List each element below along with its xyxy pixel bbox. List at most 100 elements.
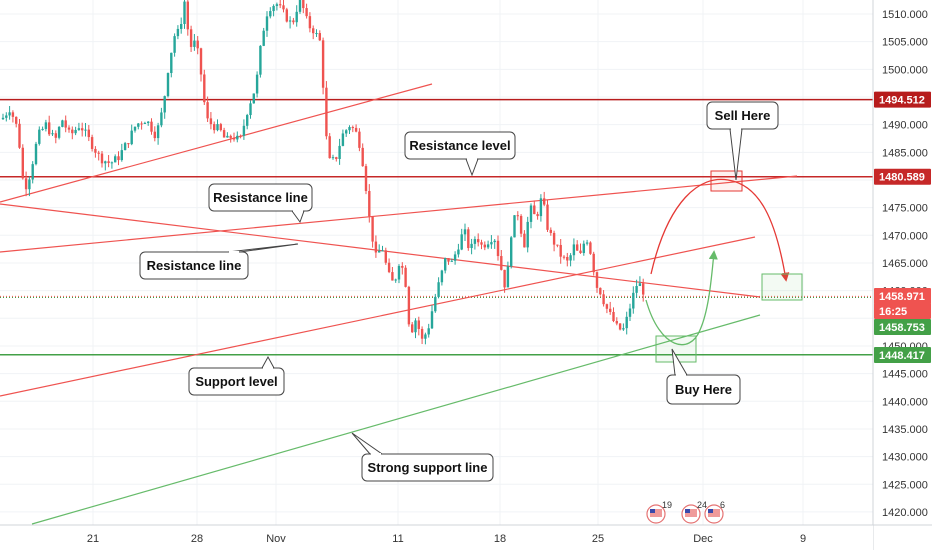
candle-body bbox=[213, 124, 216, 131]
candle-body bbox=[114, 156, 117, 163]
callout-pointer bbox=[465, 158, 479, 177]
candle-body bbox=[153, 131, 156, 139]
candle-body bbox=[556, 244, 559, 246]
candle-body bbox=[41, 128, 44, 130]
candle-body bbox=[490, 242, 493, 245]
candle-body bbox=[348, 127, 351, 131]
candle-body bbox=[387, 262, 391, 273]
candle-body bbox=[470, 243, 473, 249]
candle-body bbox=[500, 256, 503, 270]
candle-body bbox=[536, 214, 539, 217]
y-tick-label: 1485.000 bbox=[882, 147, 928, 159]
candle-body bbox=[232, 137, 236, 140]
event-count: 19 bbox=[662, 500, 672, 510]
sell-projection-arrow bbox=[650, 178, 790, 282]
candle-body bbox=[120, 150, 123, 161]
price-axis-bg bbox=[873, 0, 932, 550]
y-tick-label: 1420.000 bbox=[882, 507, 928, 519]
candle-body bbox=[321, 40, 325, 88]
candle-body bbox=[133, 126, 137, 131]
candle-body bbox=[236, 135, 239, 140]
candle-body bbox=[632, 292, 635, 309]
candle-body bbox=[582, 243, 585, 254]
x-tick-label: 21 bbox=[87, 533, 99, 545]
candle-body bbox=[216, 124, 219, 131]
candle-body bbox=[625, 316, 628, 329]
candle-body bbox=[8, 112, 11, 116]
candle-body bbox=[140, 123, 143, 125]
y-tick-label: 1465.000 bbox=[882, 258, 928, 270]
candle-body bbox=[615, 321, 618, 324]
y-tick-label: 1470.000 bbox=[882, 230, 928, 242]
candle-body bbox=[275, 4, 279, 6]
candle-body bbox=[539, 198, 543, 217]
candle-body bbox=[368, 190, 371, 217]
candle-body bbox=[282, 5, 285, 10]
candle-body bbox=[589, 242, 592, 254]
candle-body bbox=[255, 74, 259, 94]
price-tag: 1480.589 bbox=[874, 168, 931, 185]
candle-body bbox=[496, 240, 500, 257]
candle-body bbox=[477, 239, 480, 243]
candle-body bbox=[407, 286, 411, 325]
candle-body bbox=[420, 328, 424, 339]
candle-body bbox=[123, 143, 127, 151]
price-tag-bg bbox=[874, 168, 931, 185]
candle-body bbox=[199, 48, 203, 75]
candle-body bbox=[292, 20, 295, 23]
candle-body bbox=[427, 328, 430, 335]
callout-box bbox=[139, 251, 249, 280]
candle-body bbox=[34, 143, 38, 165]
callout-0: Sell Here bbox=[706, 101, 779, 181]
candle-body bbox=[315, 33, 318, 35]
candle-body bbox=[460, 234, 463, 250]
candles bbox=[1, 0, 645, 345]
candle-body bbox=[609, 308, 612, 312]
candle-body bbox=[384, 250, 387, 263]
price-tag: 1458.971 bbox=[874, 288, 931, 304]
candle-body bbox=[104, 161, 107, 164]
price-tag-bg bbox=[874, 319, 931, 335]
candle-body bbox=[252, 93, 255, 104]
candle-body bbox=[401, 265, 404, 268]
candle-body bbox=[186, 1, 189, 30]
candle-body bbox=[341, 133, 345, 146]
candle-body bbox=[546, 204, 549, 230]
candle-body bbox=[642, 283, 645, 295]
candle-body bbox=[84, 129, 87, 131]
callout-pointer bbox=[291, 210, 305, 224]
candle-body bbox=[473, 239, 477, 244]
price-tag-label: 1448.417 bbox=[879, 350, 925, 362]
candle-body bbox=[354, 127, 358, 132]
event-flag-canton bbox=[650, 509, 655, 513]
candle-body bbox=[18, 123, 21, 148]
candle-body bbox=[31, 164, 34, 180]
price-tag: 1494.512 bbox=[874, 91, 931, 108]
trend-line bbox=[0, 203, 761, 298]
candle-body bbox=[592, 253, 595, 273]
y-tick-label: 1510.000 bbox=[882, 9, 928, 21]
candle-body bbox=[440, 270, 444, 283]
callout-box bbox=[361, 453, 494, 482]
sell-zone-box bbox=[710, 170, 743, 192]
price-tag-label: 16:25 bbox=[879, 306, 907, 318]
candle-body bbox=[364, 166, 368, 191]
callout-pointer bbox=[729, 128, 743, 181]
candle-body bbox=[566, 256, 569, 261]
candle-body bbox=[302, 0, 305, 9]
candle-body bbox=[562, 256, 566, 258]
candle-body bbox=[259, 45, 262, 75]
candle-body bbox=[77, 128, 81, 130]
candle-body bbox=[503, 269, 506, 288]
candle-body bbox=[444, 258, 447, 271]
candle-body bbox=[147, 121, 150, 123]
candle-body bbox=[269, 11, 272, 17]
event-count: 24 bbox=[697, 500, 707, 510]
candle-body bbox=[176, 28, 180, 37]
candle-body bbox=[480, 242, 483, 245]
price-tag-bg bbox=[874, 91, 931, 108]
candle-body bbox=[51, 133, 54, 135]
callout-text: Resistance line bbox=[147, 258, 242, 273]
